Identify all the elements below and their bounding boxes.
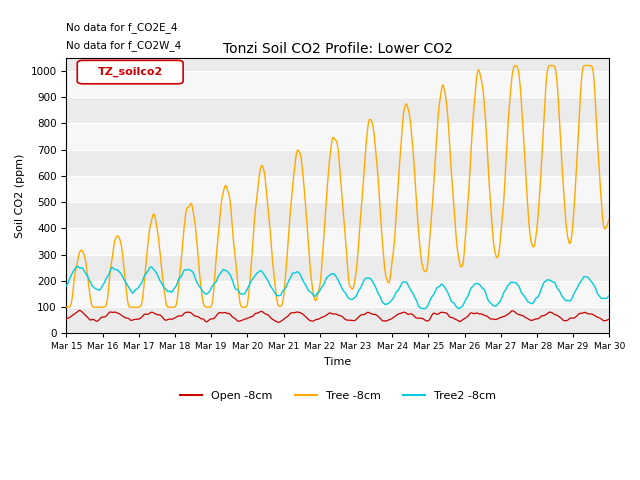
Bar [67,71,609,97]
FancyBboxPatch shape [77,60,183,84]
Text: No data for f_CO2E_4: No data for f_CO2E_4 [67,22,178,33]
Bar [67,307,609,334]
Text: No data for f_CO2W_4: No data for f_CO2W_4 [67,40,182,50]
Bar [67,97,609,123]
Bar [67,281,609,307]
Legend: Open -8cm, Tree -8cm, Tree2 -8cm: Open -8cm, Tree -8cm, Tree2 -8cm [175,386,500,405]
Bar [67,150,609,176]
Text: TZ_soilco2: TZ_soilco2 [97,67,163,77]
Bar [67,123,609,150]
Bar [67,176,609,202]
Bar [67,255,609,281]
Bar [67,228,609,255]
Y-axis label: Soil CO2 (ppm): Soil CO2 (ppm) [15,153,25,238]
Title: Tonzi Soil CO2 Profile: Lower CO2: Tonzi Soil CO2 Profile: Lower CO2 [223,42,452,57]
X-axis label: Time: Time [324,357,351,367]
Bar [67,202,609,228]
